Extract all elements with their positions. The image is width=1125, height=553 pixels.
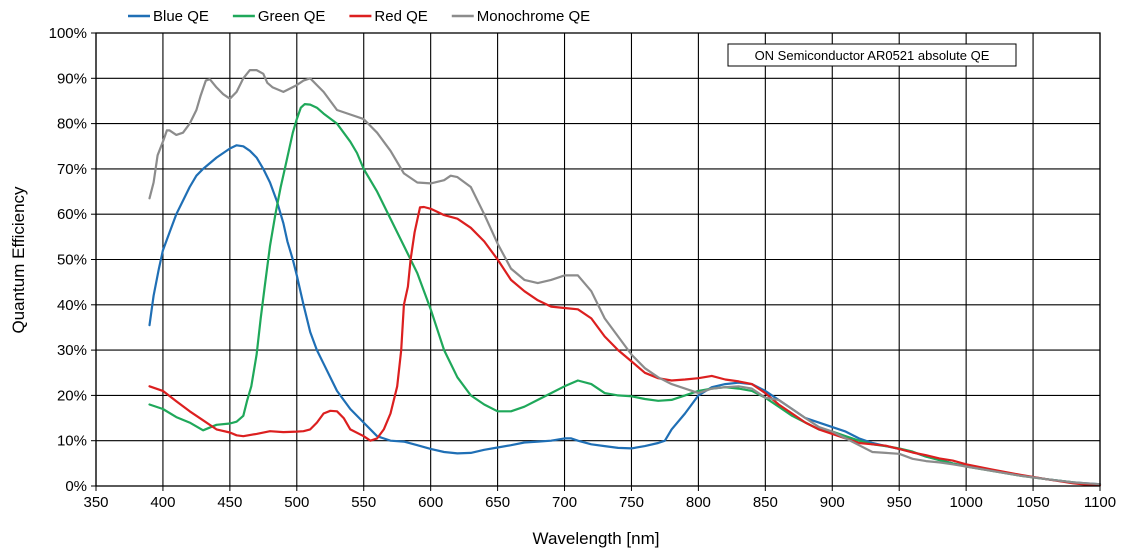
legend-label-monochrome-qe: Monochrome QE [477,8,590,25]
x-tick-label-0: 350 [83,494,108,511]
x-tick-label-14: 1050 [1016,494,1049,511]
series-line-monochrome-qe [148,69,1102,486]
x-tick-label-4: 550 [351,494,376,511]
legend-label-green-qe: Green QE [258,8,326,25]
y-tick-label-8: 80% [57,116,87,133]
y-tick-label-10: 100% [49,25,87,42]
x-tick-label-12: 950 [887,494,912,511]
x-tick-label-6: 650 [485,494,510,511]
series-line-green-qe [148,103,1102,486]
series-line-blue-qe [148,144,1102,486]
y-tick-label-4: 40% [57,297,87,314]
y-tick-label-7: 70% [57,161,87,178]
x-tick-label-10: 850 [753,494,778,511]
y-tick-label-9: 90% [57,70,87,87]
x-tick-label-15: 1100 [1084,494,1116,511]
x-tick-label-13: 1000 [949,494,982,511]
annotation-box: ON Semiconductor AR0521 absolute QE [727,43,1017,67]
x-tick-label-9: 800 [686,494,711,511]
y-tick-label-3: 30% [57,342,87,359]
x-tick-label-8: 750 [619,494,644,511]
tick-labels: 350 400 450 500 550 600 650 700 750 800 850 900 950 1… [49,25,1117,511]
y-tick-label-2: 20% [57,387,87,404]
x-tick-label-1: 400 [150,494,175,511]
legend-label-blue-qe: Blue QE [153,8,209,25]
grid [95,32,1101,487]
axes [91,32,1101,491]
x-axis-title: Wavelength [nm] [533,529,660,548]
annotation-text: ON Semiconductor AR0521 absolute QE [755,48,990,63]
series-line-red-qe [148,205,1102,487]
x-tick-label-7: 700 [552,494,577,511]
x-tick-label-3: 500 [284,494,309,511]
x-tick-label-11: 900 [820,494,845,511]
legend: Blue QE Green QE Red QE Monochrome QE [128,8,590,25]
x-tick-label-2: 450 [217,494,242,511]
y-tick-label-0: 0% [65,478,87,495]
y-tick-label-5: 50% [57,252,87,269]
x-tick-label-5: 600 [418,494,443,511]
y-tick-label-6: 60% [57,206,87,223]
legend-label-red-qe: Red QE [374,8,427,25]
y-tick-label-1: 10% [57,433,87,450]
y-axis-title: Quantum Efficiency [9,186,28,334]
series-lines [148,69,1102,487]
